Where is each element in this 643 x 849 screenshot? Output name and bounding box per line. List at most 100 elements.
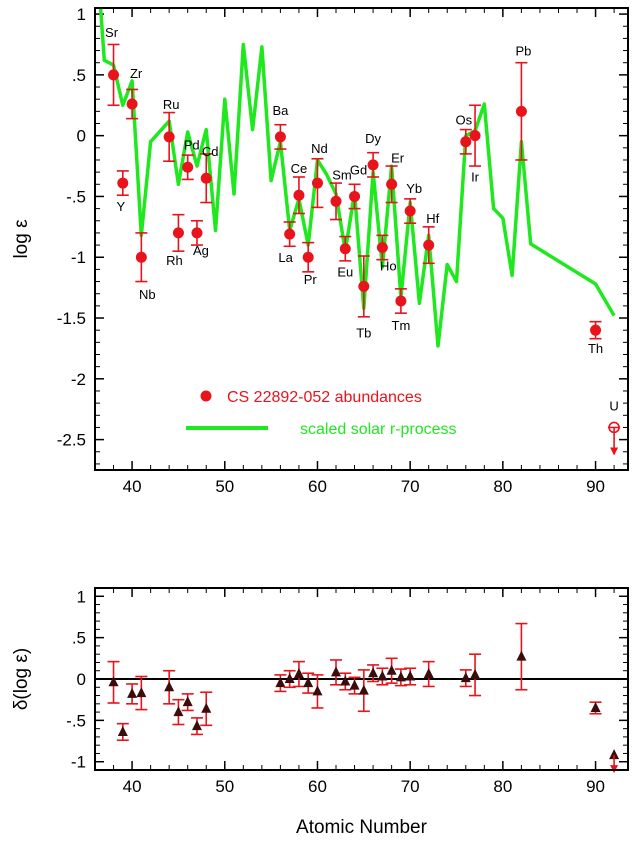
top-panel: 40 50 60 70 80 90 1 .5 0 -.5 -1 -1.5 -2 -2.5 Sr Y Zr Nb R… xyxy=(11,5,629,496)
residual-marker-z44 xyxy=(164,681,175,692)
bottom-y-axis-label: δ(log ε) xyxy=(11,648,32,710)
top-y-tick-label-6: -2 xyxy=(71,370,86,389)
residual-marker-z58 xyxy=(293,668,304,679)
top-x-tick-label-40: 40 xyxy=(123,477,142,496)
bottom-x-tick-label-90: 90 xyxy=(586,777,605,796)
abundance-point-nd xyxy=(311,157,324,209)
top-x-tick-label-80: 80 xyxy=(493,477,512,496)
residual-point-z56 xyxy=(274,674,287,693)
top-y-tick-label-2: 0 xyxy=(77,127,86,146)
residual-point-z40 xyxy=(126,683,139,705)
top-y-tick-label-3: -.5 xyxy=(66,187,86,206)
upper-limit-arrow-u xyxy=(610,447,619,456)
legend: CS 22892-052 abundances scaled solar r-p… xyxy=(186,389,457,438)
element-label-hf: Hf xyxy=(426,211,439,226)
marker-pd xyxy=(182,161,194,173)
element-label-yb: Yb xyxy=(406,181,422,196)
abundance-point-tb xyxy=(357,255,370,318)
residual-marker-z56 xyxy=(275,677,286,688)
top-y-tick-label-1: .5 xyxy=(72,66,86,85)
residual-point-z39 xyxy=(116,722,129,742)
element-label-sm: Sm xyxy=(332,167,352,182)
residual-point-z62 xyxy=(330,659,343,686)
marker-ru xyxy=(163,131,175,143)
residual-point-z58 xyxy=(292,660,305,688)
element-label-ce: Ce xyxy=(291,161,308,176)
residual-marker-z46 xyxy=(182,696,193,707)
bottom-y-tick-label-3: -.5 xyxy=(66,711,86,730)
top-x-tick-label-70: 70 xyxy=(401,477,420,496)
element-label-th: Th xyxy=(588,341,603,356)
residual-marker-z63 xyxy=(340,675,351,686)
abundance-point-gd xyxy=(348,183,361,210)
abundance-point-yb xyxy=(404,198,417,224)
residual-point-z60 xyxy=(311,674,324,709)
element-label-os: Os xyxy=(455,113,472,128)
residual-point-z45 xyxy=(172,698,185,726)
residual-marker-z72 xyxy=(423,668,434,679)
abundance-point-ba xyxy=(274,123,287,150)
residual-marker-z76 xyxy=(460,672,471,683)
marker-dy xyxy=(367,159,379,171)
bottom-y-tick-label-1: .5 xyxy=(72,629,86,648)
abundance-point-zr xyxy=(126,88,139,120)
residual-point-z41 xyxy=(135,675,148,711)
element-label-eu: Eu xyxy=(337,265,353,280)
abundance-point-ir xyxy=(469,104,482,167)
marker-pr xyxy=(302,251,314,263)
abundance-point-dy xyxy=(367,151,380,178)
residual-marker-z66 xyxy=(368,667,379,678)
abundance-point-pr xyxy=(302,241,315,273)
top-plot-frame xyxy=(94,7,629,471)
marker-ce xyxy=(293,189,305,201)
abundance-point-y xyxy=(116,170,129,197)
residual-point-z57 xyxy=(283,669,296,689)
residual-marker-z57 xyxy=(284,673,295,683)
abundance-point-ce xyxy=(292,176,305,215)
residual-marker-z77 xyxy=(470,668,481,679)
abundance-point-er xyxy=(385,165,398,204)
top-y-tick-label-0: 1 xyxy=(77,5,86,24)
residual-point-z46 xyxy=(181,693,194,712)
marker-nb xyxy=(135,251,147,263)
marker-y xyxy=(117,177,129,189)
abundance-point-ru xyxy=(163,111,176,162)
top-y-tick-label-5: -1.5 xyxy=(57,309,86,328)
residual-marker-z59 xyxy=(303,677,314,688)
upper-limit-u xyxy=(608,421,621,456)
marker-tm xyxy=(395,295,407,307)
element-label-ir: Ir xyxy=(471,170,480,185)
bottom-y-tick-label-2: 0 xyxy=(77,670,86,689)
bottom-y-tick-label-0: 1 xyxy=(77,587,86,606)
marker-ba xyxy=(274,131,286,143)
residual-marker-z65 xyxy=(358,684,369,695)
element-label-sr: Sr xyxy=(105,25,119,40)
residual-marker-z90 xyxy=(590,701,601,712)
top-x-tick-label-60: 60 xyxy=(308,477,327,496)
abundance-point-nb xyxy=(135,232,148,283)
marker-sm xyxy=(330,195,342,207)
abundance-point-pb xyxy=(515,61,528,161)
marker-ag xyxy=(191,227,203,239)
marker-sr xyxy=(108,69,120,81)
bottom-plot-frame xyxy=(94,587,629,771)
residual-marker-z62 xyxy=(331,666,342,677)
legend-label-solar: scaled solar r-process xyxy=(300,421,457,438)
residual-point-z72 xyxy=(422,660,435,688)
residual-point-z76 xyxy=(459,669,472,688)
residual-point-z47 xyxy=(190,717,203,736)
element-label-ag: Ag xyxy=(193,243,209,258)
marker-la xyxy=(284,228,296,240)
residual-marker-z41 xyxy=(136,687,147,698)
element-label-er: Er xyxy=(391,150,405,165)
bottom-panel: 40 50 60 70 80 90 1 .5 0 -.5 -1 δ(log ε) Atomic Nu… xyxy=(11,587,629,838)
element-label-ba: Ba xyxy=(272,103,289,118)
residual-points xyxy=(107,622,620,774)
marker-gd xyxy=(349,190,361,202)
top-x-tick-label-50: 50 xyxy=(215,477,234,496)
marker-ir xyxy=(469,130,481,142)
element-label-pb: Pb xyxy=(515,43,531,58)
marker-hf xyxy=(423,239,435,251)
